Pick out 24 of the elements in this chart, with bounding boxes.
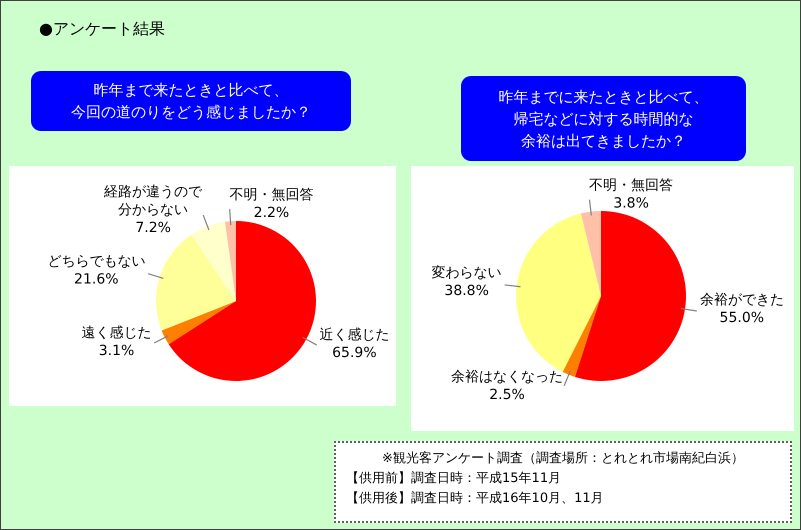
chart-title: 昨年まで来たときと比べて、今回の道のりをどう感じましたか？ — [71, 80, 311, 123]
data-label: 65.9% — [332, 345, 377, 362]
data-label: 55.0% — [720, 310, 764, 326]
slice-label: どちらでもない — [47, 253, 146, 270]
data-label: 3.1% — [98, 343, 134, 360]
slice-label: 遠く感じた — [81, 325, 152, 342]
chart-title: 昨年までに来たときと比べて、帰宅などに対する時間的な余裕は出てきましたか？ — [498, 86, 708, 152]
slice-label: 変わらない — [432, 265, 502, 282]
slice-label: 余裕はなくなった — [451, 369, 564, 386]
data-label: 38.8% — [444, 283, 489, 300]
text: 【供用前】調査日時：平成15年11月 — [346, 470, 562, 488]
text: 【供用後】調査日時：平成16年10月、11月 — [346, 490, 605, 508]
slice-label: 余裕ができた — [700, 292, 784, 308]
slice-label: 不明・無回答 — [229, 186, 314, 203]
data-label: 7.2% — [135, 220, 171, 236]
text: ※観光客アンケート調査（調査場所：とれとれ市場南紀白浜） — [381, 450, 745, 468]
data-label: 2.5% — [489, 387, 525, 404]
slice-label: 近く感じた — [319, 327, 390, 344]
data-label: 2.2% — [254, 204, 290, 221]
slice-label: 経路が違うので分からない — [103, 184, 204, 218]
text: ●アンケート結果 — [39, 19, 165, 40]
slice-label: 不明・無回答 — [589, 177, 674, 194]
data-label: 21.6% — [74, 271, 119, 288]
data-label: 3.8% — [613, 195, 649, 212]
